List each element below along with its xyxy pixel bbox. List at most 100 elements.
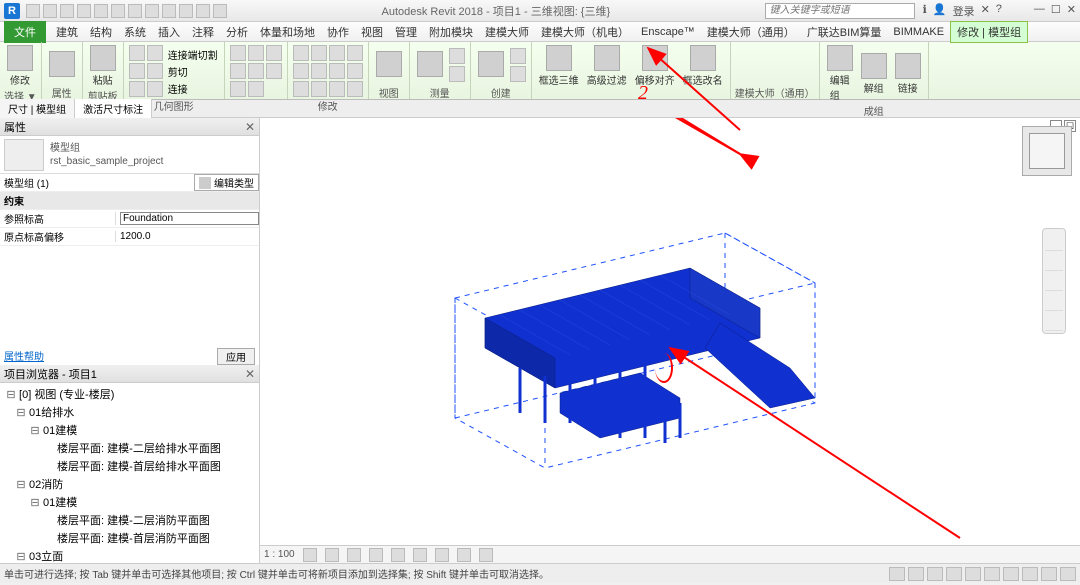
tree-node[interactable]: ⊟ 01建模 [2, 493, 257, 511]
menu-tab[interactable]: 注释 [186, 22, 220, 42]
status-btn-icon[interactable] [1022, 567, 1038, 581]
ribbon-button[interactable]: 框选改名 [680, 44, 726, 88]
menu-tab[interactable]: 建模大师（机电） [535, 22, 635, 42]
prop-level-input[interactable] [120, 212, 259, 225]
ribbon-small-button[interactable] [248, 81, 264, 97]
nav-pan-icon[interactable] [1045, 251, 1063, 271]
lock-icon[interactable] [435, 548, 449, 562]
tree-node[interactable]: ⊟ [0] 视图 (专业-楼层) [2, 385, 257, 403]
ribbon-small-button[interactable] [230, 45, 246, 61]
temp-hide-icon[interactable] [457, 548, 471, 562]
menu-tab[interactable]: BIMMAKE [887, 24, 950, 40]
apply-button[interactable]: 应用 [217, 348, 255, 365]
nav-wheel-icon[interactable] [1045, 231, 1063, 251]
menu-tab[interactable]: 建模大师 [479, 22, 535, 42]
info-icon[interactable]: ℹ [923, 3, 927, 19]
ribbon-small-button[interactable] [266, 45, 282, 61]
shadows-icon[interactable] [369, 548, 383, 562]
ribbon-text-button[interactable]: 连接端切割 [166, 46, 220, 63]
user-icon[interactable]: 👤 [933, 3, 947, 19]
menu-tab[interactable]: 插入 [152, 22, 186, 42]
qat-btn-icon[interactable] [179, 4, 193, 18]
qat-save-icon[interactable] [43, 4, 57, 18]
options-active[interactable]: 激活尺寸标注 [75, 99, 152, 118]
ribbon-small-button[interactable] [129, 63, 145, 79]
ribbon-small-button[interactable] [311, 81, 327, 97]
ribbon-button[interactable]: 框选三维 [536, 44, 582, 88]
edit-type-button[interactable]: 编辑类型 [194, 174, 259, 191]
ribbon-small-button[interactable] [329, 63, 345, 79]
close-browser-button[interactable]: ✕ [245, 367, 255, 381]
nav-look-icon[interactable] [1045, 311, 1063, 331]
prop-value[interactable]: 1200.0 [115, 231, 259, 242]
visual-style-icon[interactable] [325, 548, 339, 562]
status-btn-icon[interactable] [965, 567, 981, 581]
ribbon-small-button[interactable] [510, 66, 526, 82]
menu-tab[interactable]: 附加模块 [423, 22, 479, 42]
ribbon-button[interactable]: 解组 [858, 52, 890, 96]
ribbon-small-button[interactable] [449, 48, 465, 64]
qat-undo-icon[interactable] [60, 4, 74, 18]
tree-node[interactable]: ⊟ 03立面 [2, 547, 257, 563]
ribbon-small-button[interactable] [329, 45, 345, 61]
menu-tab[interactable]: 体量和场地 [254, 22, 321, 42]
options-tab[interactable]: 尺寸 | 模型组 [0, 99, 75, 118]
qat-redo-icon[interactable] [77, 4, 91, 18]
menu-tab[interactable]: 建筑 [50, 22, 84, 42]
ribbon-small-button[interactable] [248, 63, 264, 79]
ribbon-button[interactable] [373, 50, 405, 79]
status-btn-icon[interactable] [908, 567, 924, 581]
ribbon-text-button[interactable]: 剪切 [166, 63, 220, 80]
tree-node[interactable]: 楼层平面: 建模-二层给排水平面图 [2, 439, 257, 457]
status-btn-icon[interactable] [946, 567, 962, 581]
reveal-icon[interactable] [479, 548, 493, 562]
qat-btn-icon[interactable] [213, 4, 227, 18]
ribbon-small-button[interactable] [347, 63, 363, 79]
status-btn-icon[interactable] [1060, 567, 1076, 581]
view-cube[interactable] [1022, 126, 1072, 176]
ribbon-text-button[interactable]: 连接 [166, 80, 220, 97]
help-icon[interactable]: ? [996, 3, 1002, 19]
ribbon-small-button[interactable] [347, 45, 363, 61]
menu-tab[interactable]: 协作 [321, 22, 355, 42]
menu-tab[interactable]: Enscape™ [635, 24, 701, 40]
ribbon-small-button[interactable] [311, 45, 327, 61]
qat-print-icon[interactable] [94, 4, 108, 18]
qat-btn-icon[interactable] [128, 4, 142, 18]
menu-tab[interactable]: 广联达BIM算量 [801, 22, 888, 42]
menu-tab[interactable]: 修改 | 模型组 [950, 21, 1028, 43]
file-menu[interactable]: 文件 [4, 21, 46, 43]
model-canvas[interactable] [260, 118, 1080, 563]
close-panel-button[interactable]: ✕ [245, 120, 255, 134]
minimize-button[interactable]: — [1034, 3, 1045, 19]
type-selector[interactable]: 模型组 rst_basic_sample_project [0, 136, 259, 174]
ribbon-button[interactable]: 高级过滤 [584, 44, 630, 88]
selection-filter-icon[interactable] [984, 567, 1000, 581]
crop-region-icon[interactable] [413, 548, 427, 562]
ribbon-small-button[interactable] [147, 45, 163, 61]
ribbon-small-button[interactable] [293, 63, 309, 79]
ribbon-small-button[interactable] [293, 45, 309, 61]
tree-node[interactable]: ⊟ 01建模 [2, 421, 257, 439]
ribbon-small-button[interactable] [129, 45, 145, 61]
qat-open-icon[interactable] [26, 4, 40, 18]
tree-node[interactable]: 楼层平面: 建模-二层消防平面图 [2, 511, 257, 529]
nav-orbit-icon[interactable] [1045, 291, 1063, 311]
tree-node[interactable]: 楼层平面: 建模-首层给排水平面图 [2, 457, 257, 475]
ribbon-button[interactable]: 链接 [892, 52, 924, 96]
menu-tab[interactable]: 系统 [118, 22, 152, 42]
ribbon-small-button[interactable] [248, 45, 264, 61]
qat-btn-icon[interactable] [145, 4, 159, 18]
status-btn-icon[interactable] [927, 567, 943, 581]
ribbon-button[interactable]: 编辑组 [824, 44, 856, 103]
ribbon-small-button[interactable] [266, 63, 282, 79]
sun-path-icon[interactable] [347, 548, 361, 562]
ribbon-button[interactable] [46, 50, 78, 79]
view-area[interactable]: — ☐ [260, 118, 1080, 563]
properties-help-link[interactable]: 属性帮助 [4, 352, 44, 363]
help-search-input[interactable] [765, 3, 915, 19]
qat-btn-icon[interactable] [196, 4, 210, 18]
exchange-icon[interactable]: ✕ [981, 3, 990, 19]
nav-zoom-icon[interactable] [1045, 271, 1063, 291]
menu-tab[interactable]: 建模大师（通用） [701, 22, 801, 42]
